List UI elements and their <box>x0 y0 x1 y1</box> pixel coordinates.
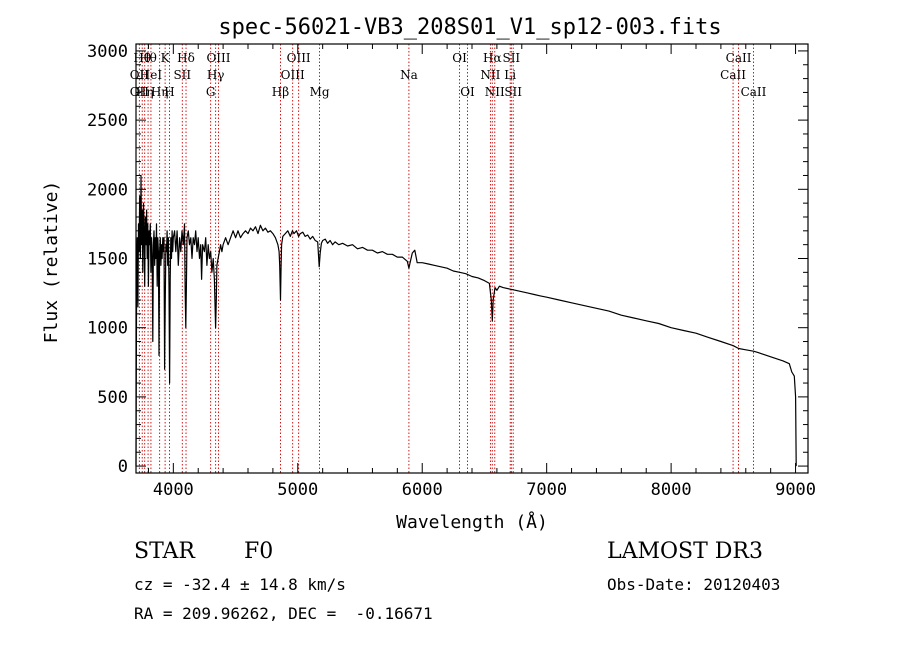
y-axis-label: Flux (relative) <box>41 181 62 344</box>
line-marker-label: SII <box>502 51 520 65</box>
line-marker-label: Hγ <box>207 68 225 82</box>
x-tick-label: 5000 <box>277 480 318 500</box>
line-marker-label: NII <box>480 68 500 82</box>
y-tick-label: 500 <box>97 388 128 408</box>
redshift-velocity: cz = -32.4 ± 14.8 km/s <box>134 575 346 594</box>
line-marker-label: SII <box>173 68 191 82</box>
line-marker-label: CaII <box>720 68 746 82</box>
line-marker-label: K <box>161 51 171 65</box>
line-marker-label: Hη <box>136 85 154 99</box>
y-tick-label: 3000 <box>87 42 128 62</box>
y-tick-label: 2500 <box>87 111 128 131</box>
line-marker-label: Hθ <box>133 51 151 65</box>
x-tick-label: 8000 <box>651 480 692 500</box>
x-tick-label: 6000 <box>402 480 443 500</box>
line-marker-label: Li <box>504 68 516 82</box>
y-tick-label: 2000 <box>87 180 128 200</box>
line-marker-label: G <box>206 85 216 99</box>
y-axis-ticks: 0 500 1000 1500 2000 2500 3000 <box>87 42 808 477</box>
plot-frame <box>135 43 809 474</box>
line-marker-label: NII <box>485 85 505 99</box>
line-marker-label: OIII <box>287 51 311 65</box>
x-tick-label: 4000 <box>153 480 194 500</box>
y-tick-label: 1000 <box>87 319 128 339</box>
line-marker-label: CaII <box>741 85 767 99</box>
survey-name: LAMOST DR3 <box>607 539 763 564</box>
line-marker-label: OIII <box>206 51 230 65</box>
line-marker-label: OII <box>130 68 150 82</box>
spectrum-series-line <box>135 174 797 467</box>
line-marker-label: OIII <box>281 68 305 82</box>
line-marker-label: CaII <box>726 51 752 65</box>
line-marker-label: Hθ <box>139 51 157 65</box>
y-tick-label: 1500 <box>87 250 128 270</box>
chart-title: spec-56021-VB3_208S01_V1_sp12-003.fits <box>218 15 721 40</box>
object-class: STAR <box>134 539 195 564</box>
x-axis-label: Wavelength (Å) <box>396 511 548 533</box>
line-marker-label: H <box>164 85 174 99</box>
x-tick-label: 7000 <box>526 480 567 500</box>
line-marker-label: OI <box>460 85 475 99</box>
y-tick-label: 0 <box>118 457 128 477</box>
line-marker-label: Hδ <box>177 51 195 65</box>
x-axis-ticks: 4000 5000 6000 7000 8000 9000 <box>147 44 816 500</box>
x-tick-label: 9000 <box>775 480 816 500</box>
line-marker-label: Hη <box>151 85 169 99</box>
line-marker-labels: OIIOIIHθHηHθHeIHηKHSIIHδGHγOIIIHβOIIIOII… <box>130 51 767 99</box>
subclass: F0 <box>244 539 274 564</box>
line-marker-label: SII <box>504 85 522 99</box>
line-marker-label: Hβ <box>272 85 289 99</box>
sky-coordinates: RA = 209.96262, DEC = -0.16671 <box>134 604 433 623</box>
line-marker-label: Na <box>400 68 418 82</box>
line-marker-label: OI <box>452 51 467 65</box>
line-marker-label: HeI <box>140 68 163 82</box>
line-marker-label: Hα <box>483 51 502 65</box>
line-markers <box>138 44 754 473</box>
line-marker-label: Mg <box>310 85 330 99</box>
observation-date: Obs-Date: 20120403 <box>607 575 781 594</box>
